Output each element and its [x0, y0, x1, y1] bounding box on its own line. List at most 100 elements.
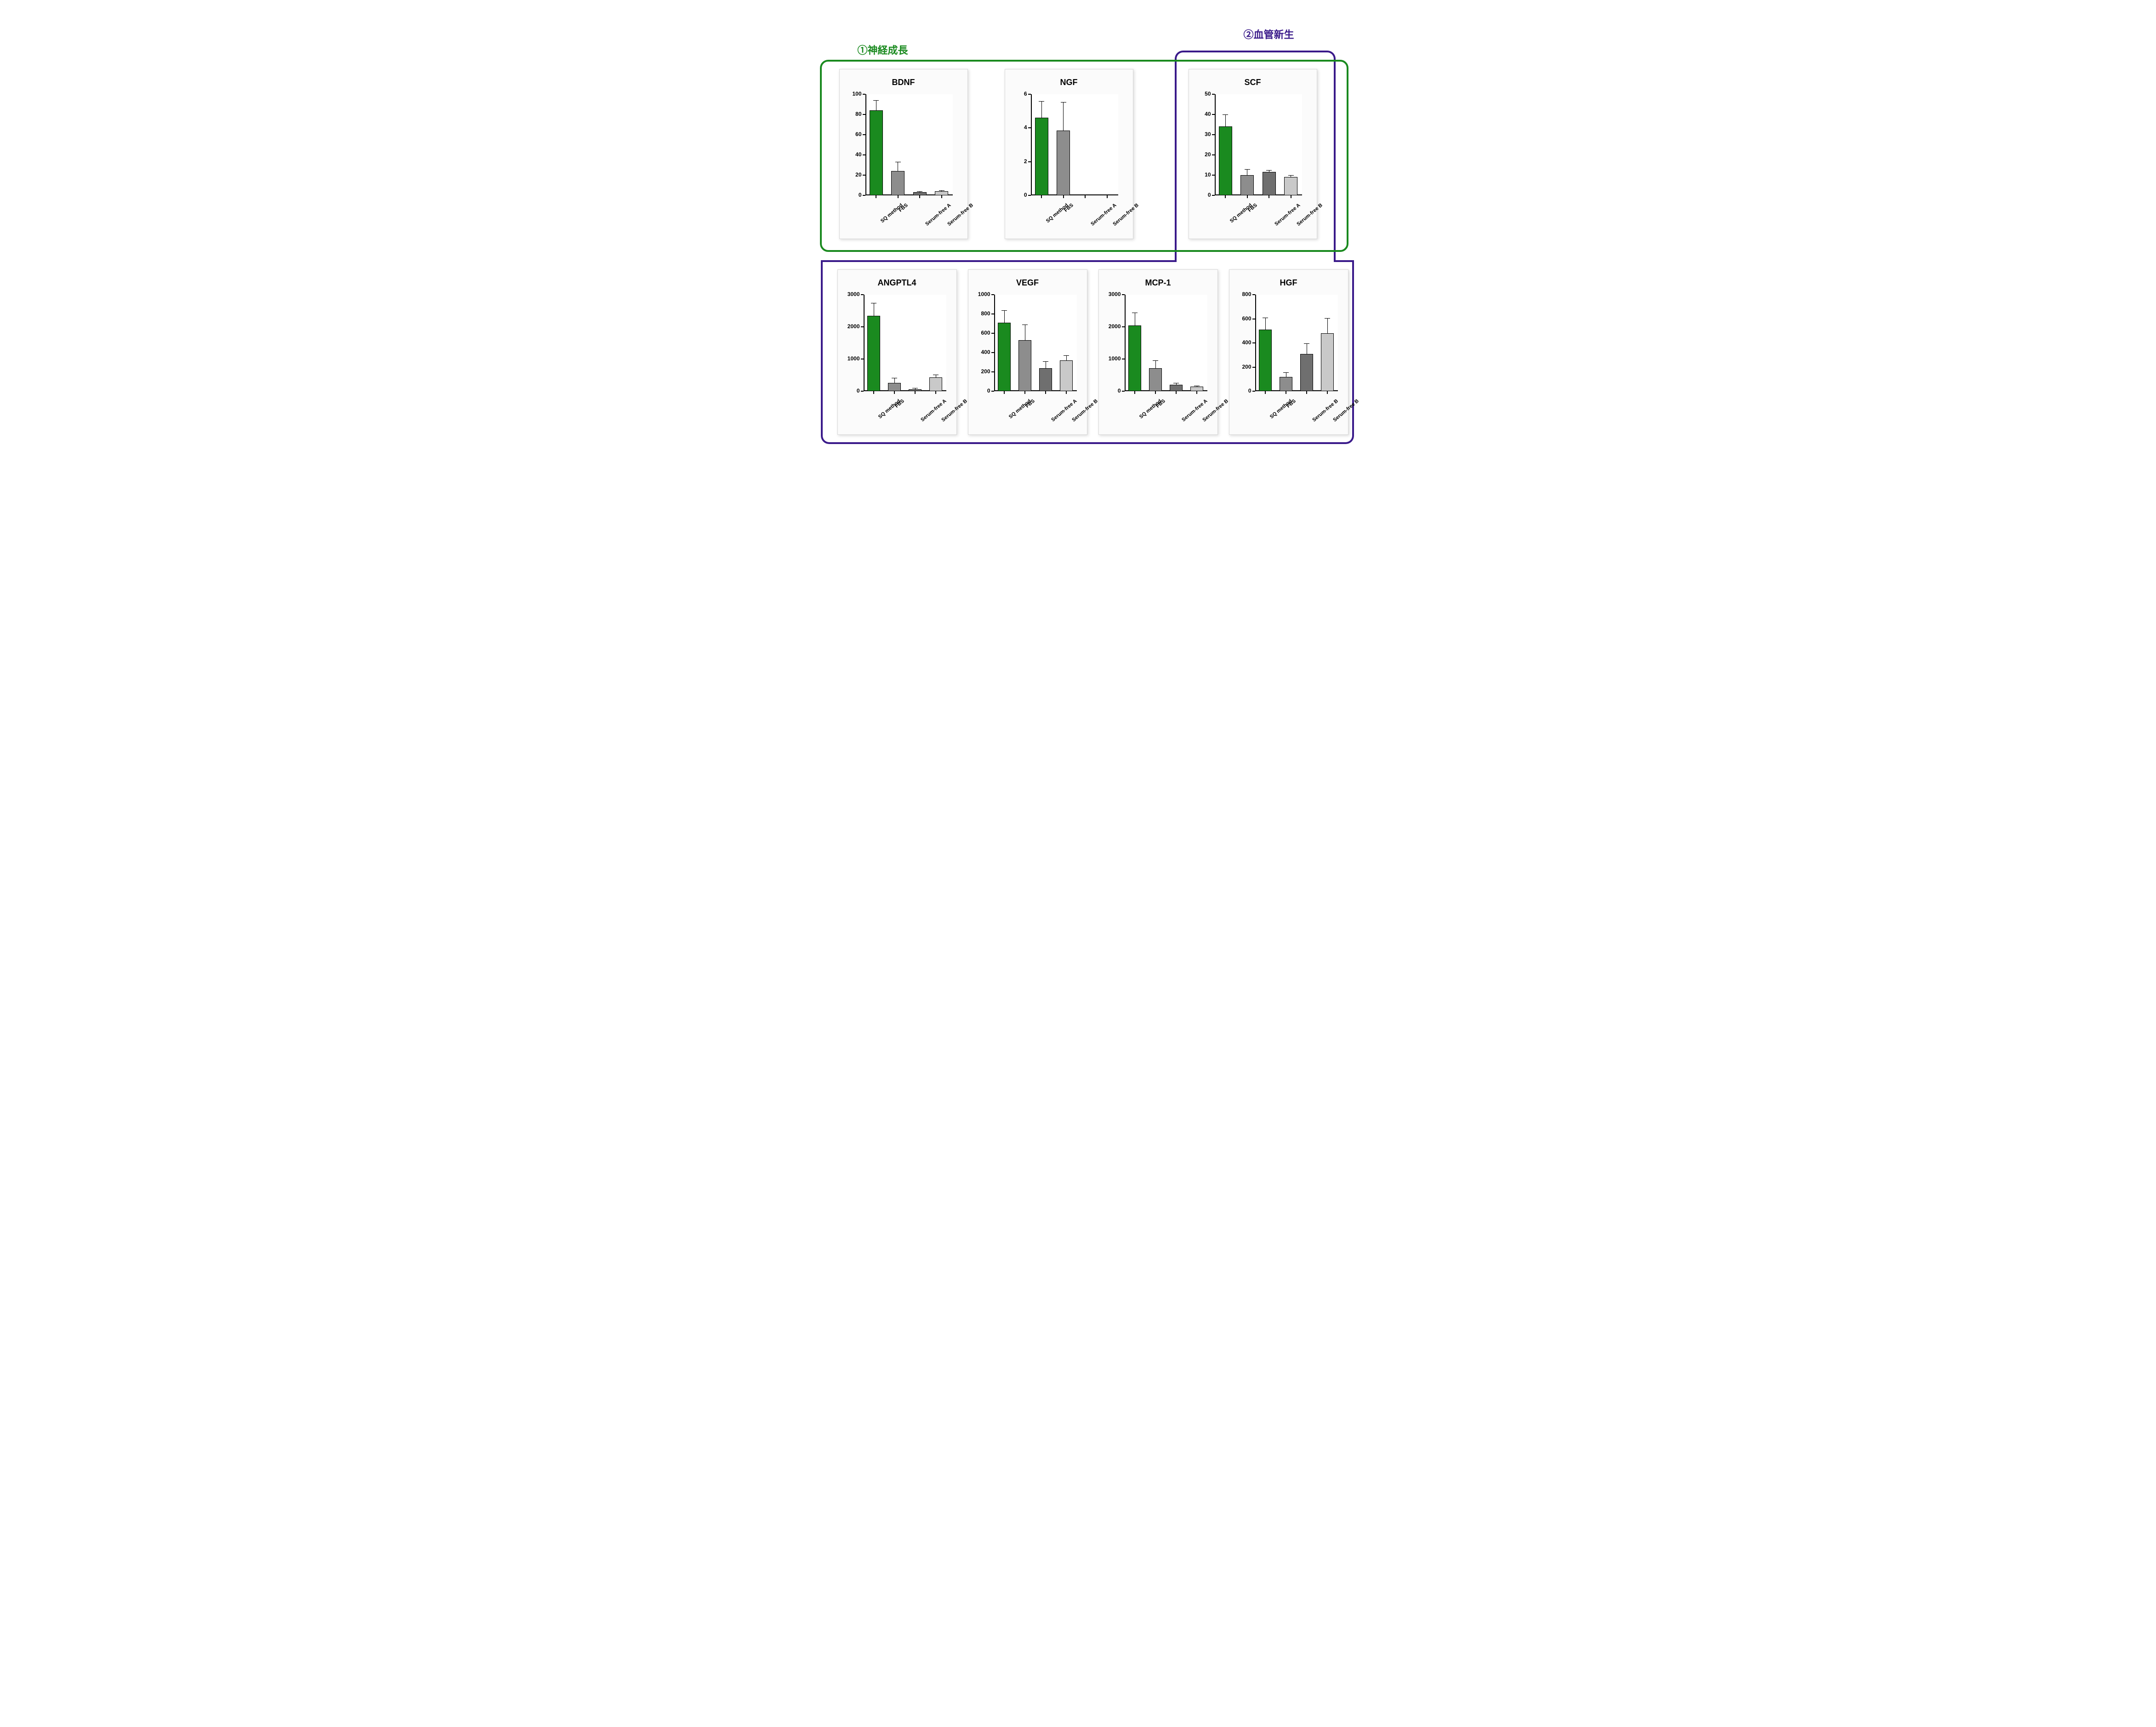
y-tick-label: 1000 — [841, 355, 860, 362]
x-tick — [1155, 391, 1156, 394]
group-label-angiogenesis: ②血管新生 — [1244, 27, 1294, 41]
bar — [998, 323, 1011, 391]
x-tick — [1134, 391, 1135, 394]
error-bar — [1225, 114, 1226, 126]
bar — [935, 191, 948, 195]
y-tick — [1252, 294, 1255, 295]
x-label: SQ method — [1045, 202, 1069, 224]
group-box-connector — [1336, 260, 1354, 262]
bar — [1259, 330, 1272, 391]
error-bar — [1265, 318, 1266, 330]
y-tick-label: 2000 — [841, 323, 860, 330]
chart-panel-mcp1: MCP-10100020003000SQ methodFBSSerum-free… — [1098, 269, 1218, 435]
x-tick — [894, 391, 895, 394]
y-tick-label: 6 — [1008, 91, 1027, 97]
bar — [1321, 333, 1334, 391]
x-tick — [1247, 195, 1248, 198]
error-bar — [1155, 360, 1156, 368]
error-cap — [1001, 310, 1007, 311]
bar — [1035, 118, 1048, 195]
chart-panel-hgf: HGF0200400600800SQ methodFBSSerum-free B… — [1229, 269, 1348, 435]
x-tick — [919, 195, 920, 198]
bar — [891, 171, 904, 195]
y-axis — [865, 94, 866, 195]
y-tick-label: 0 — [1102, 388, 1121, 394]
x-tick — [1085, 195, 1086, 198]
x-tick — [1176, 391, 1177, 394]
error-cap — [1061, 102, 1066, 103]
error-cap — [939, 190, 944, 191]
x-tick — [1327, 391, 1328, 394]
y-tick — [1212, 175, 1215, 176]
plot-area: 01020304050 — [1215, 94, 1302, 195]
y-tick — [991, 391, 994, 392]
error-cap — [1266, 170, 1272, 171]
plot-area: 0100020003000 — [1125, 295, 1207, 391]
y-tick-label: 20 — [842, 171, 862, 178]
y-tick-label: 50 — [1192, 91, 1211, 97]
y-tick — [1212, 94, 1215, 95]
y-tick — [1028, 94, 1031, 95]
y-tick — [991, 333, 994, 334]
error-cap — [917, 191, 922, 192]
chart-title: BDNF — [840, 78, 967, 87]
error-cap — [1153, 360, 1158, 361]
x-tick — [1066, 391, 1067, 394]
x-label: SQ method — [1229, 202, 1253, 224]
y-tick-label: 600 — [971, 330, 990, 336]
y-tick — [1212, 134, 1215, 135]
chart-panel-ngf: NGF0246SQ methodFBSSerum-free ASerum-fre… — [1005, 69, 1133, 239]
error-bar — [1041, 101, 1042, 118]
y-tick — [861, 294, 864, 295]
y-tick-label: 0 — [1192, 192, 1211, 198]
bar — [1284, 177, 1297, 195]
error-cap — [1064, 355, 1069, 356]
y-tick-label: 2 — [1008, 158, 1027, 165]
bar — [1039, 368, 1052, 391]
y-tick — [1028, 195, 1031, 196]
bar — [1300, 354, 1313, 391]
chart-panel-bdnf: BDNF020406080100SQ methodFBSSerum-free A… — [839, 69, 968, 239]
bar — [1280, 377, 1292, 392]
bar — [1128, 325, 1141, 392]
y-tick-label: 30 — [1192, 131, 1211, 137]
y-tick-label: 40 — [1192, 111, 1211, 117]
y-tick-label: 20 — [1192, 151, 1211, 158]
plot-area: 0200400600800 — [1255, 295, 1338, 391]
y-tick-label: 0 — [842, 192, 862, 198]
y-tick-label: 3000 — [841, 291, 860, 297]
y-axis — [1255, 295, 1256, 391]
chart-panel-angptl4: ANGPTL40100020003000SQ methodFBSSerum-fr… — [837, 269, 957, 435]
y-tick-label: 1000 — [971, 291, 990, 297]
figure-canvas: ①神経成長②血管新生BDNF020406080100SQ methodFBSSe… — [802, 14, 1354, 455]
y-tick-label: 400 — [971, 349, 990, 355]
y-tick — [863, 94, 865, 95]
y-tick — [1212, 154, 1215, 155]
y-tick-label: 200 — [971, 368, 990, 375]
y-tick — [1212, 195, 1215, 196]
plot-area: 0100020003000 — [864, 295, 946, 391]
y-tick — [1028, 161, 1031, 162]
error-cap — [873, 100, 879, 101]
x-tick — [1063, 195, 1064, 198]
chart-title: SCF — [1189, 78, 1317, 87]
bar — [867, 316, 880, 392]
y-tick-label: 2000 — [1102, 323, 1121, 330]
y-tick-label: 800 — [1232, 291, 1252, 297]
y-tick-label: 80 — [842, 111, 862, 117]
error-cap — [1039, 101, 1044, 102]
x-tick — [873, 391, 874, 394]
y-axis — [1031, 94, 1032, 195]
y-tick-label: 800 — [971, 310, 990, 317]
y-axis — [1215, 94, 1216, 195]
y-tick — [861, 391, 864, 392]
error-bar — [1004, 310, 1005, 323]
error-cap — [1304, 343, 1309, 344]
x-tick — [1265, 391, 1266, 394]
y-tick — [863, 134, 865, 135]
y-tick — [991, 313, 994, 314]
plot-area: 020406080100 — [865, 94, 953, 195]
error-bar — [1327, 318, 1328, 333]
y-tick — [1122, 391, 1125, 392]
y-tick-label: 600 — [1232, 315, 1252, 322]
